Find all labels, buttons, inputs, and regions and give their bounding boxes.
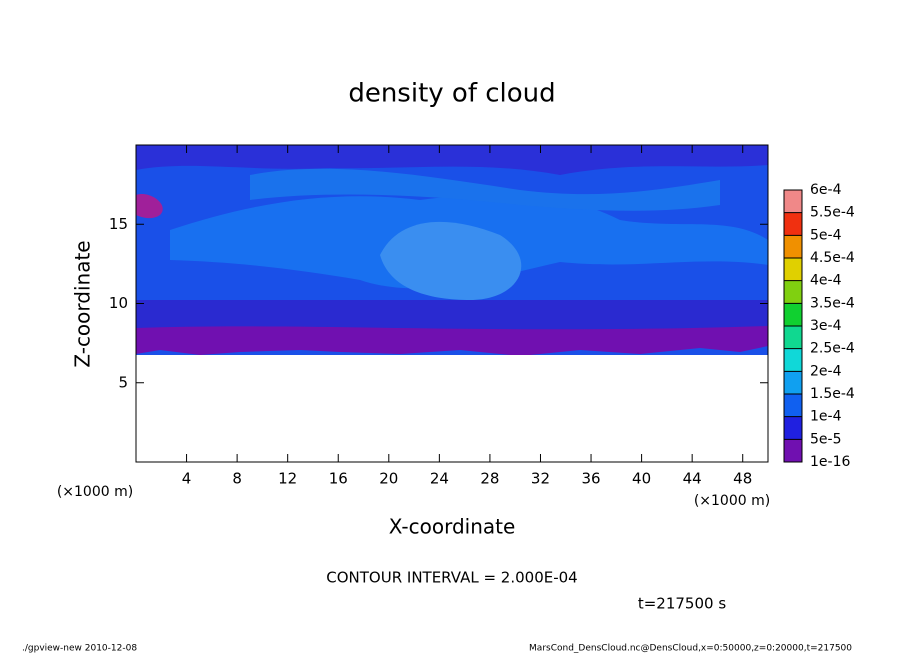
- colorbar-segment: [784, 416, 802, 440]
- colorbar-segment: [784, 394, 802, 417]
- colorbar-label: 6e-4: [810, 182, 842, 198]
- x-tick-label: 24: [430, 470, 449, 488]
- y-tick-label: 5: [118, 373, 128, 391]
- colorbar-segment: [784, 371, 802, 394]
- time-label: t=217500 s: [638, 595, 726, 613]
- colorbar-segment: [784, 235, 802, 258]
- y-tick-label: 15: [109, 215, 128, 233]
- chart-title: density of cloud: [348, 79, 555, 109]
- colorbar-label: 1e-16: [810, 454, 850, 470]
- x-tick-label: 36: [581, 470, 600, 488]
- colorbar-label: 1e-4: [810, 409, 842, 425]
- colorbar-label: 3e-4: [810, 318, 842, 334]
- colorbar-label: 1.5e-4: [810, 386, 855, 402]
- x-tick-label: 40: [632, 470, 651, 488]
- colorbar-label: 2.5e-4: [810, 341, 855, 357]
- field: [136, 145, 768, 462]
- colorbar-label: 5.5e-4: [810, 205, 855, 221]
- colorbar-label: 3.5e-4: [810, 295, 855, 311]
- x-tick-label: 12: [278, 470, 297, 488]
- x-unit-right: (×1000 m): [694, 493, 770, 509]
- colorbar-segment: [784, 348, 802, 372]
- contour-interval: CONTOUR INTERVAL = 2.000E-04: [326, 569, 577, 587]
- colorbar-segment: [784, 303, 802, 326]
- x-tick-label: 28: [480, 470, 499, 488]
- y-axis-label: Z-coordinate: [71, 240, 95, 367]
- x-tick-label: 48: [733, 470, 752, 488]
- colorbar-segment: [784, 258, 802, 281]
- footer-right: MarsCond_DensCloud.nc@DensCloud,x=0:5000…: [529, 644, 852, 654]
- colorbar-segment: [784, 212, 802, 236]
- colorbar-label: 4e-4: [810, 273, 842, 289]
- x-axis-label: X-coordinate: [389, 515, 516, 539]
- colorbar-segment: [784, 439, 802, 462]
- colorbar-label: 5e-4: [810, 227, 842, 243]
- colorbar-label: 5e-5: [810, 431, 841, 447]
- x-tick-label: 16: [329, 470, 348, 488]
- colorbar-label: 2e-4: [810, 363, 842, 379]
- x-tick-label: 8: [232, 470, 242, 488]
- footer-left: ./gpview-new 2010-12-08: [22, 644, 137, 654]
- y-tick-label: 10: [109, 294, 128, 312]
- x-unit-left: (×1000 m): [57, 484, 133, 500]
- x-tick-label: 20: [379, 470, 398, 488]
- x-tick-label: 44: [683, 470, 702, 488]
- colorbar-label: 4.5e-4: [810, 250, 855, 266]
- x-tick-label: 4: [182, 470, 192, 488]
- colorbar-segment: [784, 326, 802, 349]
- colorbar-segment: [784, 190, 802, 213]
- x-tick-label: 32: [531, 470, 550, 488]
- colorbar-segment: [784, 280, 802, 304]
